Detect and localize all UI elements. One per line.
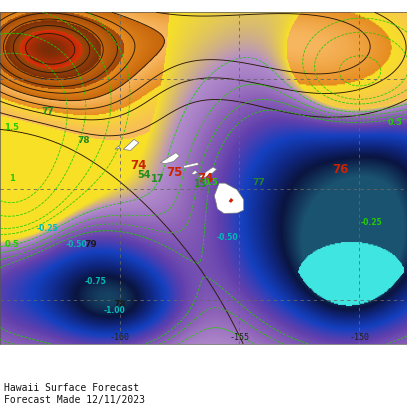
Text: 54: 54 (137, 170, 151, 180)
Text: 78: 78 (77, 136, 90, 145)
Text: 78: 78 (114, 300, 126, 309)
Text: 74: 74 (131, 160, 147, 173)
Text: -150: -150 (349, 333, 369, 342)
Text: -0.25: -0.25 (360, 218, 382, 227)
Polygon shape (199, 167, 217, 178)
Polygon shape (123, 139, 139, 151)
Text: 1.5: 1.5 (4, 123, 20, 132)
Polygon shape (214, 183, 244, 213)
Text: 17: 17 (151, 174, 165, 184)
Polygon shape (183, 162, 199, 168)
Text: -0.50: -0.50 (217, 233, 238, 242)
Text: -1.00: -1.00 (104, 306, 126, 315)
Text: -155: -155 (230, 333, 249, 342)
Polygon shape (160, 153, 179, 164)
Text: 77: 77 (252, 178, 265, 187)
Polygon shape (229, 198, 234, 203)
Text: 0.5: 0.5 (203, 178, 218, 187)
Polygon shape (115, 146, 120, 149)
Text: 15: 15 (195, 179, 208, 188)
Text: -0.50: -0.50 (66, 240, 88, 249)
Text: 76: 76 (332, 163, 348, 176)
Text: 0.5: 0.5 (4, 240, 20, 249)
Text: -0.75: -0.75 (85, 278, 107, 287)
Text: 79: 79 (85, 240, 97, 249)
Text: 77: 77 (42, 107, 54, 116)
Text: -160: -160 (110, 333, 130, 342)
Text: 1: 1 (9, 173, 15, 183)
Text: 0.5: 0.5 (387, 118, 403, 127)
Text: 74: 74 (198, 172, 214, 184)
Text: Hawaii Surface Forecast
Forecast Made 12/11/2023: Hawaii Surface Forecast Forecast Made 12… (4, 383, 145, 405)
Text: -0.25: -0.25 (37, 224, 59, 234)
Text: 75: 75 (166, 166, 183, 179)
Polygon shape (192, 170, 197, 175)
